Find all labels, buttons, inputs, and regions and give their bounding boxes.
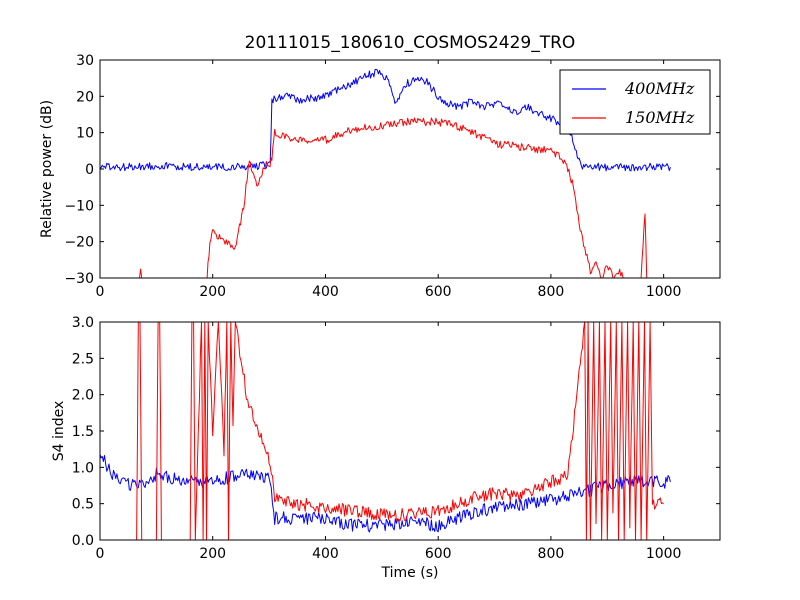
- legend-box: [559, 69, 711, 135]
- power-x-tick-label: 600: [425, 284, 452, 300]
- power-x-tick-label: 1000: [646, 284, 682, 300]
- power-y-axis-label: Relative power (dB): [39, 100, 55, 238]
- legend-label-400mhz: 400MHz: [624, 79, 695, 98]
- s4-series-150mhz: [100, 322, 664, 540]
- s4-series-layer: [100, 322, 671, 540]
- power-y-tick-label: −10: [64, 198, 94, 214]
- s4-y-tick-label: 1.0: [72, 460, 94, 476]
- power-x-tick-label: 0: [96, 284, 105, 300]
- power-y-tick-label: 30: [76, 53, 94, 69]
- power-y-tick-label: 0: [85, 162, 94, 178]
- s4-y-tick-label: 2.5: [72, 351, 94, 367]
- power-x-tick-label: 200: [199, 284, 226, 300]
- s4-plot: 0 200 400 600 800 1000 0.0 0.5 1.0 1.5 2.0 2.5 3.0 S…: [51, 315, 721, 581]
- s4-y-tick-label: 2.0: [72, 388, 94, 404]
- legend: 400MHz 150MHz: [559, 69, 711, 135]
- legend-label-150mhz: 150MHz: [625, 108, 695, 127]
- s4-x-tick-label: 600: [425, 546, 452, 562]
- s4-x-tick-label: 800: [538, 546, 565, 562]
- power-y-tick-label: 10: [76, 126, 94, 142]
- power-y-tick-label: −20: [64, 235, 94, 251]
- x-axis-label: Time (s): [381, 565, 439, 581]
- power-y-tick-label: −30: [64, 271, 94, 287]
- power-x-tick-label: 800: [538, 284, 565, 300]
- power-plot: 0 200 400 600 800 1000 −30 −20 −10 0 10 20 30 Relati…: [39, 53, 721, 300]
- s4-y-tick-label: 3.0: [72, 315, 94, 331]
- power-series-400mhz: [100, 68, 671, 172]
- s4-tick-layer: 0 200 400 600 800 1000 0.0 0.5 1.0 1.5 2.0 2.5 3.0: [72, 315, 720, 562]
- s4-x-tick-label: 400: [312, 546, 339, 562]
- s4-x-tick-label: 1000: [646, 546, 682, 562]
- power-series-150mhz: [100, 117, 664, 278]
- power-tick-layer: 0 200 400 600 800 1000 −30 −20 −10 0 10 20 30: [64, 53, 720, 300]
- power-x-tick-label: 400: [312, 284, 339, 300]
- s4-y-tick-label: 1.5: [72, 424, 94, 440]
- power-y-tick-label: 20: [76, 89, 94, 105]
- power-series-layer: [100, 68, 671, 278]
- s4-x-tick-label: 0: [96, 546, 105, 562]
- s4-y-tick-label: 0.0: [72, 533, 94, 549]
- s4-y-axis-label: S4 index: [51, 401, 67, 462]
- s4-x-tick-label: 200: [199, 546, 226, 562]
- s4-y-tick-label: 0.5: [72, 497, 94, 513]
- chart-title: 20111015_180610_COSMOS2429_TRO: [245, 33, 576, 53]
